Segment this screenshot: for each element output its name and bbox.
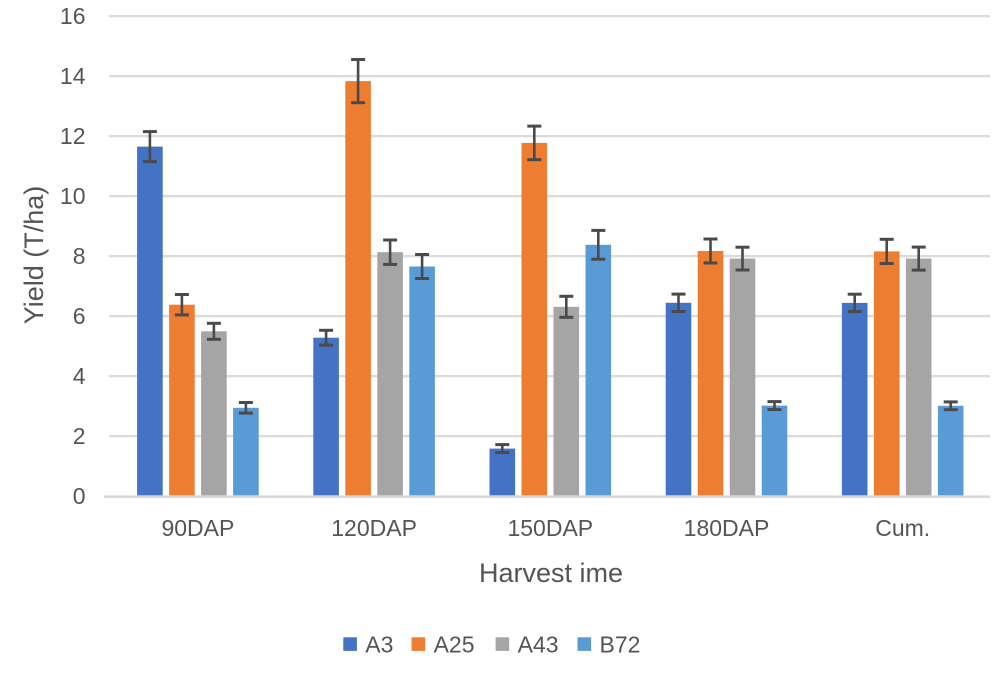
svg-text:A25: A25	[434, 632, 475, 658]
svg-text:150DAP: 150DAP	[507, 515, 593, 541]
svg-text:0: 0	[73, 483, 86, 509]
svg-text:120DAP: 120DAP	[331, 515, 417, 541]
svg-text:2: 2	[73, 423, 86, 449]
svg-text:Yield (T/ha): Yield (T/ha)	[19, 186, 49, 325]
svg-text:12: 12	[60, 123, 86, 149]
svg-text:Cum.: Cum.	[875, 515, 930, 541]
svg-text:10: 10	[60, 183, 86, 209]
svg-text:A3: A3	[365, 632, 393, 658]
svg-text:4: 4	[73, 363, 86, 389]
svg-text:B72: B72	[600, 632, 641, 658]
svg-text:90DAP: 90DAP	[161, 515, 234, 541]
svg-text:180DAP: 180DAP	[684, 515, 770, 541]
svg-text:16: 16	[60, 3, 86, 29]
svg-text:A43: A43	[518, 632, 559, 658]
svg-text:6: 6	[73, 303, 86, 329]
svg-text:14: 14	[60, 63, 86, 89]
svg-text:Harvest ime: Harvest ime	[479, 558, 623, 588]
svg-text:8: 8	[73, 243, 86, 269]
